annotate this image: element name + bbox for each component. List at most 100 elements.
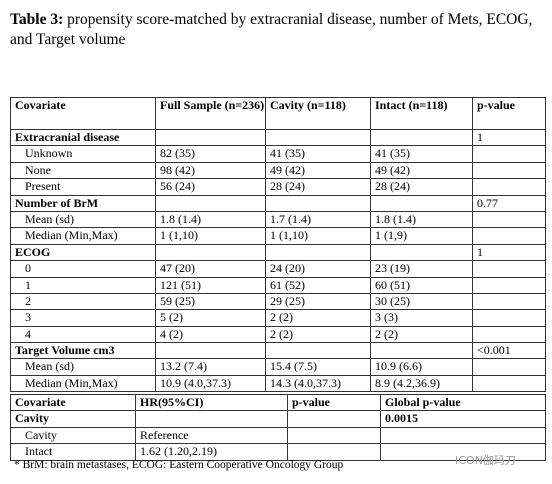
row-label: Median (Min,Max): [10, 374, 156, 393]
row-label: Present: [10, 178, 156, 196]
row-label: 3: [10, 309, 156, 327]
row: Unknown 82 (35) 41 (35) 41 (35): [10, 145, 546, 163]
row-label: Mean (sd): [10, 358, 156, 376]
cell: 8.9 (4.2,36.9): [370, 374, 473, 393]
cell: [135, 410, 288, 428]
cell: [265, 243, 371, 262]
cell: 2 (2): [265, 309, 371, 327]
title: Table 3: propensity score-matched by ext…: [10, 10, 540, 50]
row: 1 121 (51) 61 (52) 60 (51): [10, 276, 546, 294]
row-label: Mean (sd): [10, 210, 156, 229]
global-p-value: 0.0015: [380, 410, 546, 428]
cell: [155, 342, 266, 360]
row: Median (Min,Max) 1 (1,10) 1 (1,10) 1 (1,9): [10, 227, 546, 245]
table: Covariate Full Sample (n=236) Cavity (n=11…: [10, 97, 546, 393]
cell: 1 (1,9): [370, 227, 473, 245]
cell: 15.4 (7.5): [265, 358, 371, 376]
cell: [370, 342, 473, 360]
row: Cavity 0.0015: [10, 410, 546, 428]
cell: 60 (51): [370, 276, 473, 294]
row-label: None: [10, 161, 156, 180]
cell: 28 (24): [370, 178, 473, 196]
cell: 47 (20): [155, 260, 266, 278]
cell: 5 (2): [155, 309, 266, 327]
row: Number of BrM 0.77: [10, 194, 546, 212]
cell: [370, 194, 473, 212]
cell: 1 (1,10): [265, 227, 371, 245]
header-cell: Covariate: [10, 97, 156, 130]
cell: 4 (2): [155, 325, 266, 344]
cell: 49 (42): [370, 161, 473, 180]
section-label: Extracranial disease: [10, 128, 156, 147]
header-row: Covariate HR(95%CI) p-value Global p-value: [10, 393, 546, 412]
header-cell: Cavity (n=118): [265, 97, 371, 130]
cell: 41 (35): [265, 145, 371, 163]
row: ECOG 1: [10, 243, 546, 262]
cell: 3 (3): [370, 309, 473, 327]
footnote: * BrM: brain metastases, ECOG: Eastern C…: [14, 459, 344, 471]
cell: 1 (1,10): [155, 227, 266, 245]
title-label: Table 3:: [10, 11, 64, 28]
header-cell: Global p-value: [380, 393, 546, 412]
cell: [287, 426, 381, 445]
header-cell: p-value: [287, 393, 381, 412]
p-value: <0.001: [472, 342, 546, 360]
cell: 59 (25): [155, 292, 266, 311]
cell: 28 (24): [265, 178, 371, 196]
cell: [472, 276, 546, 294]
cell: [287, 443, 381, 461]
cell: [472, 325, 546, 344]
cell: [265, 128, 371, 147]
row: Intact 1.62 (1.20,2.19): [10, 443, 546, 461]
cell: [265, 342, 371, 360]
row: 0 47 (20) 24 (20) 23 (19): [10, 260, 546, 278]
cell: 24 (20): [265, 260, 371, 278]
header-row: Covariate Full Sample (n=236) Cavity (n=11…: [10, 97, 546, 130]
cell: [472, 161, 546, 180]
cell: [370, 243, 473, 262]
cell: [380, 426, 546, 445]
cell: [472, 178, 546, 196]
header-cell: Intact (n=118): [370, 97, 473, 130]
cell: 14.3 (4.0,37.3): [265, 374, 371, 393]
row: Mean (sd) 13.2 (7.4) 15.4 (7.5) 10.9 (6.6): [10, 358, 546, 376]
cell: 30 (25): [370, 292, 473, 311]
cell: [370, 128, 473, 147]
cell: 10.9 (6.6): [370, 358, 473, 376]
header-cell: p-value: [472, 97, 546, 130]
section-label: Number of BrM: [10, 194, 156, 212]
cell: [472, 227, 546, 245]
row-label: 2: [10, 292, 156, 311]
row: Mean (sd) 1.8 (1.4) 1.7 (1.4) 1.8 (1.4): [10, 210, 546, 229]
cell: 2 (2): [370, 325, 473, 344]
cell: [472, 374, 546, 393]
row-label: Median (Min,Max): [10, 227, 156, 245]
header-cell: Covariate: [10, 393, 136, 412]
cell: 10.9 (4.0,37.3): [155, 374, 266, 393]
row: Extracranial disease 1: [10, 128, 546, 147]
section-label: Cavity: [10, 410, 136, 428]
row-label: 0: [10, 260, 156, 278]
header-cell: HR(95%CI): [135, 393, 288, 412]
cell: 56 (24): [155, 178, 266, 196]
section-label: Target Volume cm3: [10, 342, 156, 360]
cell: [287, 410, 381, 428]
cell: [472, 145, 546, 163]
row: None 98 (42) 49 (42) 49 (42): [10, 161, 546, 180]
cell: [472, 210, 546, 229]
cell: 1.8 (1.4): [155, 210, 266, 229]
row: Cavity Reference: [10, 426, 546, 445]
hr: Reference: [135, 426, 288, 445]
title-text: propensity score-matched by extracranial…: [10, 11, 533, 48]
row: 2 59 (25) 29 (25) 30 (25): [10, 292, 546, 311]
cell: [155, 243, 266, 262]
cell: 2 (2): [265, 325, 371, 344]
cell: [265, 194, 371, 212]
row-label: Unknown: [10, 145, 156, 163]
row-label: 4: [10, 325, 156, 344]
cell: 41 (35): [370, 145, 473, 163]
cell: 13.2 (7.4): [155, 358, 266, 376]
